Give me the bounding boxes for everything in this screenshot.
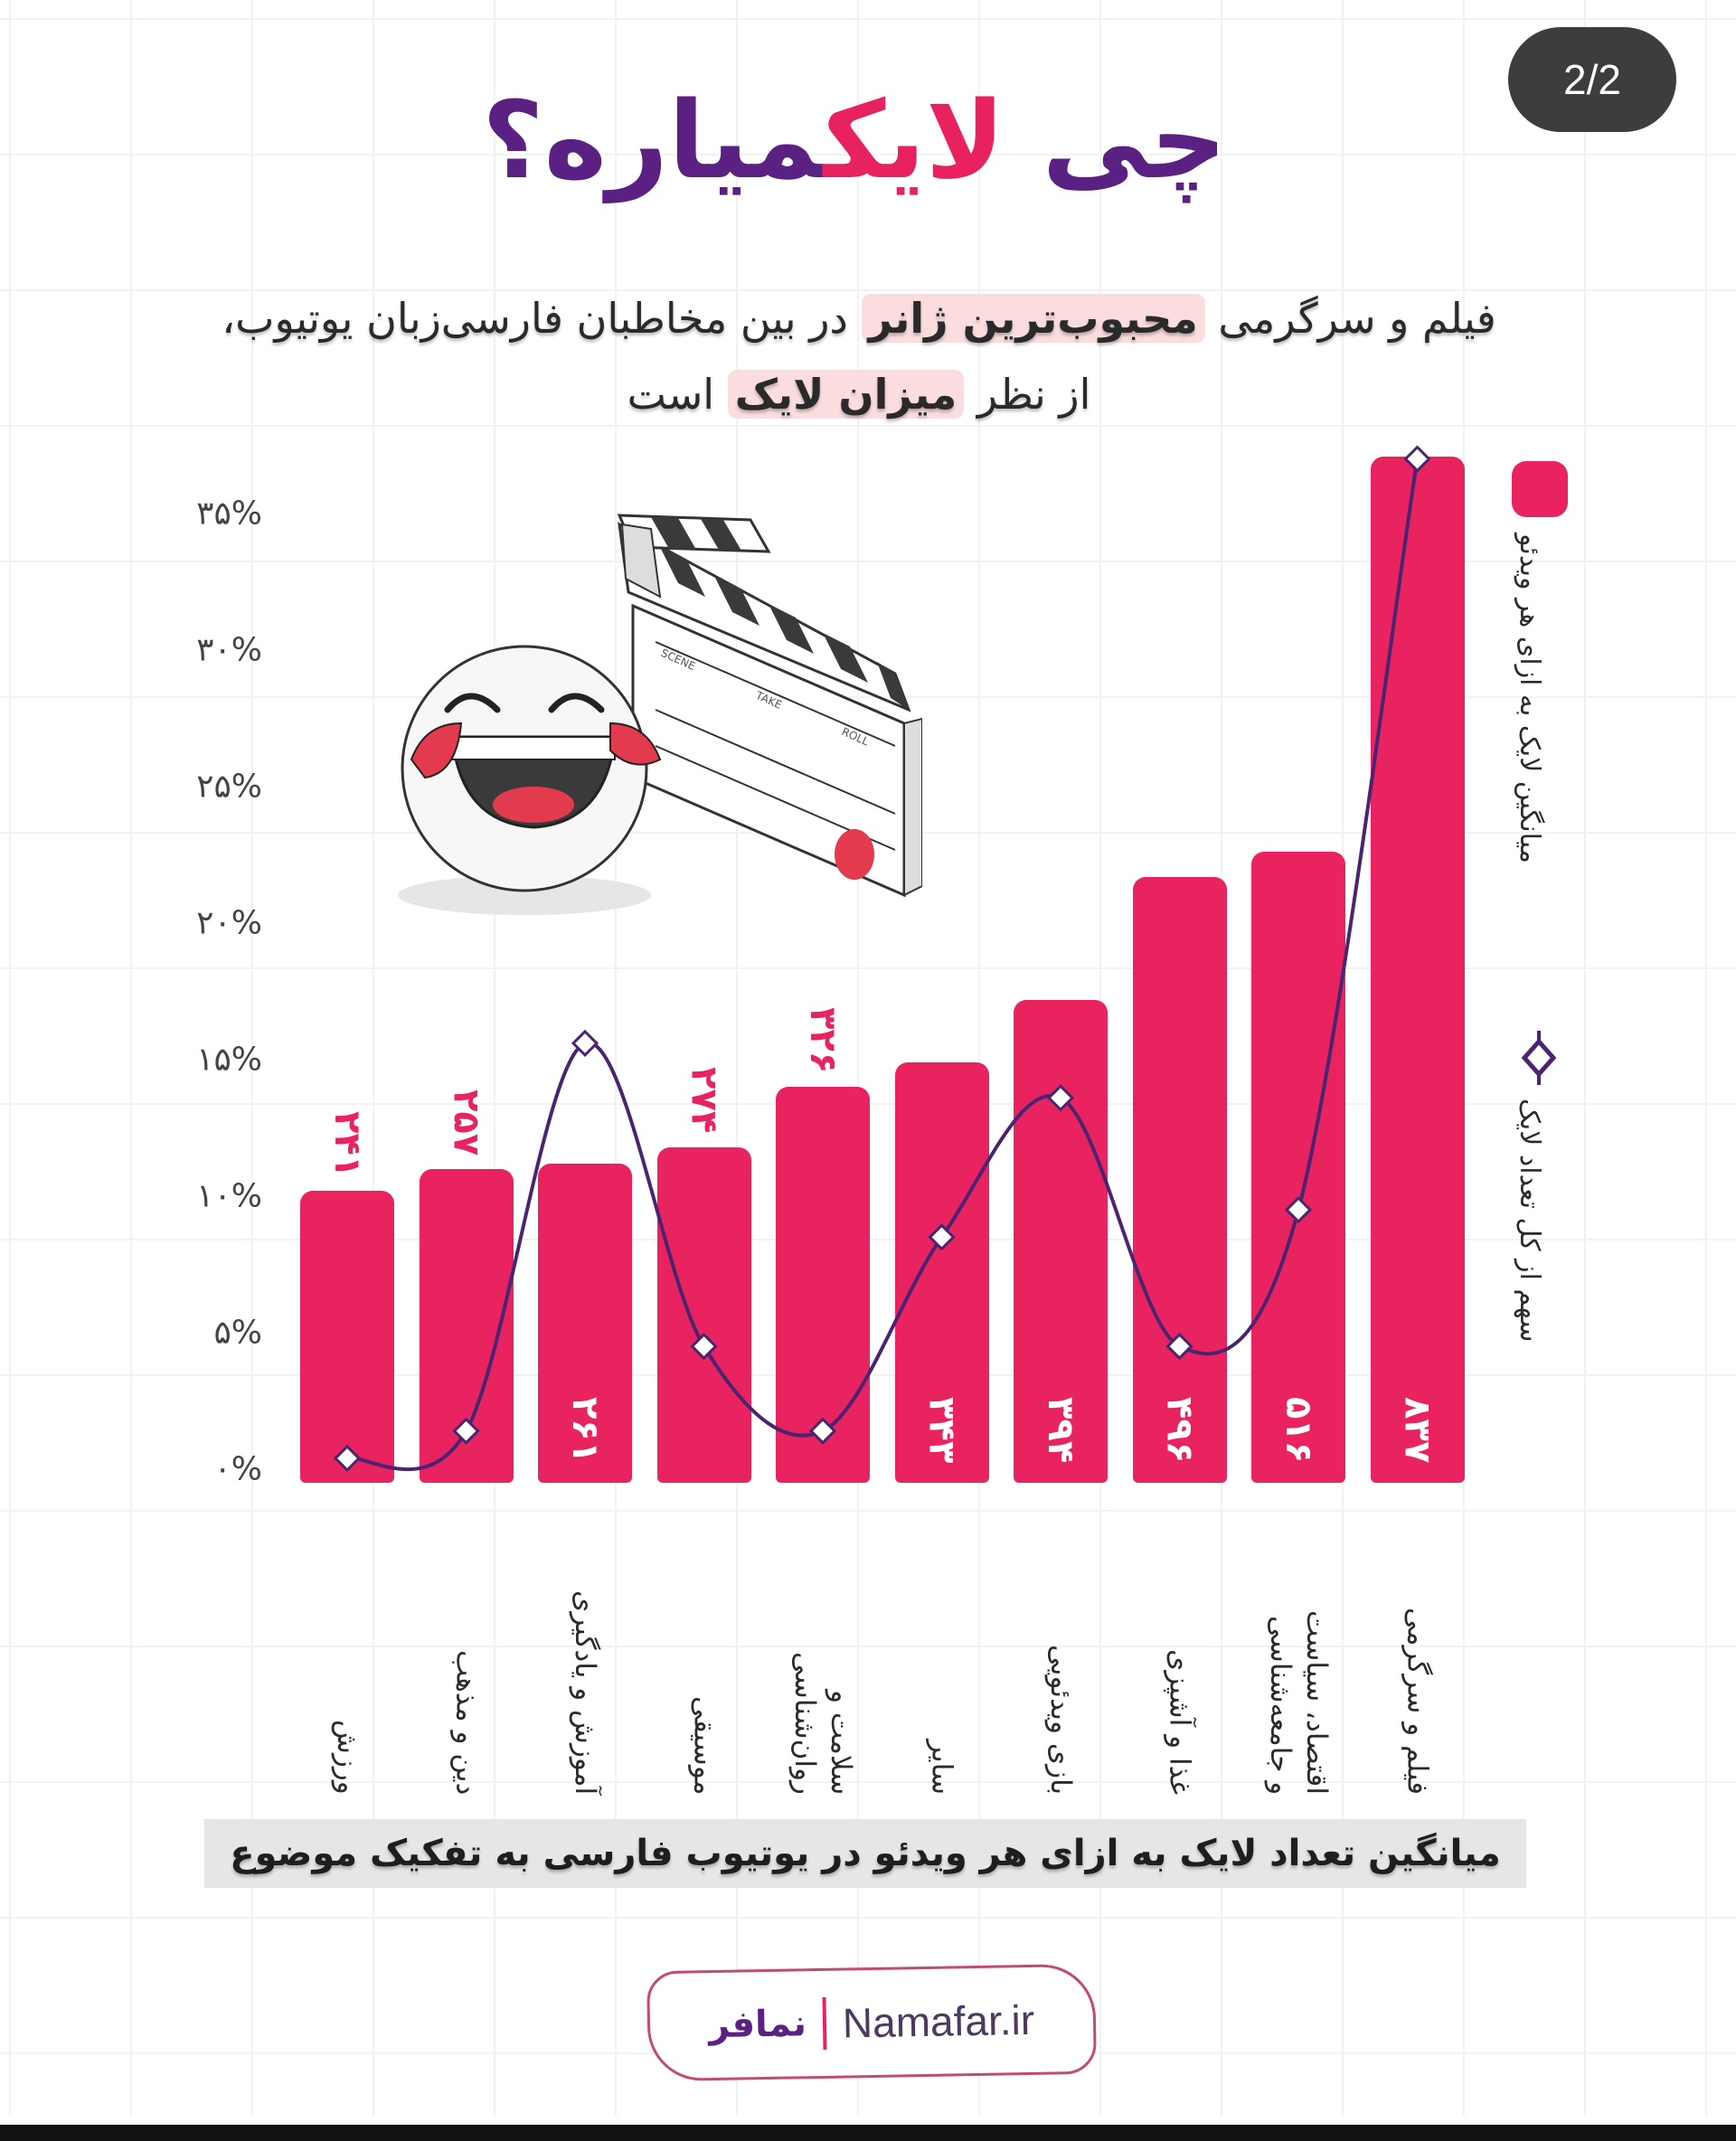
diamond-marker-icon (1046, 1084, 1075, 1112)
bar-value-label: ۲۵۷ (445, 1089, 487, 1155)
x-axis-category-label: غذا و آشپزی (1163, 1648, 1196, 1795)
title-part1: چی (1042, 78, 1227, 203)
diamond-marker-icon (1284, 1195, 1313, 1224)
x-axis-category-label: سایر (925, 1739, 958, 1795)
x-axis-category-label: ورزش (331, 1720, 363, 1795)
subtitle: فیلم و سرگرمی محبوب‌ترین ژانر در بین مخا… (118, 280, 1600, 432)
x-axis-category-label: دین و مذهب (449, 1649, 483, 1795)
brand-footer[interactable]: نمافر Namafar.ir (646, 1963, 1098, 2082)
subtitle-text: است (627, 370, 715, 419)
diamond-marker-icon (808, 1417, 837, 1445)
diamond-marker-icon (452, 1417, 480, 1445)
bar-value-label: ۸۳۷ (1396, 1396, 1439, 1463)
bar-value-label: ۴۹۶ (1158, 1396, 1201, 1463)
laughing-emoji-icon (401, 645, 662, 892)
x-axis-category-label: سلامت و روان‌شناسی (788, 1652, 857, 1795)
title-accent: لایک (823, 78, 1005, 203)
subtitle-text: از نظر (976, 370, 1091, 419)
chart-bar: ۴۹۶ (1132, 876, 1227, 1483)
bar-value-label: ۳۹۴ (1040, 1396, 1081, 1463)
x-axis-category-label: آموزش و یادگیری (569, 1589, 601, 1795)
chart-bar: ۲۶۱ (538, 1163, 632, 1483)
chart-bar: ۲۷۴ (656, 1067, 751, 1483)
subtitle-line2: از نظر میزان لایک است (118, 356, 1600, 432)
bar-value-label: ۳۴۳ (920, 1396, 963, 1463)
subtitle-text: فیلم و سرگرمی (1218, 294, 1496, 343)
x-axis-category-label: بازی ویدئویی (1044, 1644, 1077, 1795)
y-tick: ۳۵% (196, 495, 262, 533)
chart-bar: ۵۱۶ (1251, 852, 1345, 1483)
brand-logo: نمافر (708, 2003, 807, 2047)
page-indicator-badge: 2/2 (1508, 27, 1676, 132)
legend-line-label: سهم از کل تعداد لایک (1514, 1099, 1545, 1343)
share-line-series (333, 445, 1431, 1473)
bar-line-chart: ۲۴۱ ۲۵۷ ۲۶۱ ۲۷۴ ۳۲۶ ۳۴۳ ۳۹۴ ۴۹۶ ۵۱۶ ۸۳۷ (289, 434, 1483, 1483)
diamond-marker-icon (1403, 445, 1431, 473)
bar-value-label: ۲۷۴ (683, 1067, 725, 1134)
diamond-marker-icon (333, 1444, 362, 1473)
y-tick: ۳۰% (196, 631, 262, 669)
chart-bar: ۳۲۶ (776, 1007, 870, 1483)
x-axis-category-label: موسیقی (687, 1695, 721, 1795)
diamond-marker-icon (928, 1223, 956, 1251)
chart-bar: ۳۴۳ (894, 1062, 989, 1483)
diamond-marker-icon (1165, 1332, 1194, 1361)
bar-value-label: ۲۴۱ (326, 1110, 368, 1177)
chart-caption: میانگین تعداد لایک به ازای هر ویدئو در ی… (204, 1819, 1526, 1888)
x-axis-category-label: اقتصاد، سیاست و جامعه‌شناسی (1264, 1610, 1333, 1795)
clapperboard-icon: SCENE TAKE ROLL (617, 514, 922, 898)
bar-value-label: ۳۲۶ (802, 1006, 844, 1074)
subtitle-highlight: محبوب‌ترین ژانر (861, 294, 1205, 343)
diamond-marker-icon (690, 1332, 718, 1361)
legend-bar-swatch (1512, 461, 1568, 517)
brand-url: Namafar.ir (842, 1995, 1035, 2047)
y-tick: ۵% (213, 1314, 262, 1352)
bar-value-label: ۵۱۶ (1278, 1396, 1319, 1463)
subtitle-highlight: میزان لایک (727, 370, 965, 419)
y-tick: ۱۰% (196, 1177, 262, 1215)
chart-bar: ۳۹۴ (1014, 999, 1108, 1483)
chart-bar: ۸۳۷ (1370, 456, 1465, 1483)
subtitle-line1: فیلم و سرگرمی محبوب‌ترین ژانر در بین مخا… (118, 280, 1600, 356)
chart-bar: ۲۴۱ (300, 1111, 394, 1483)
title-part2: میاره؟ (482, 78, 824, 203)
legend-diamond-marker-icon (1521, 1031, 1557, 1085)
x-axis-category-label: فیلم و سرگرمی (1401, 1607, 1434, 1795)
y-tick: ۲۵% (196, 768, 262, 806)
y-tick: ۰% (213, 1450, 262, 1488)
page-title: چی لایکمیاره؟ (344, 63, 1365, 217)
y-tick: ۲۰% (196, 904, 262, 942)
bottom-strip (0, 2125, 1736, 2141)
y-tick: ۱۵% (196, 1041, 262, 1079)
legend-bars-label: میانگین لایک به ازای هر ویدئو (1514, 533, 1545, 863)
chart-legend: میانگین لایک به ازای هر ویدئو سهم از کل … (1508, 461, 1571, 1447)
subtitle-text: در بین مخاطبان فارسی‌زبان یوتیوب، (222, 294, 848, 343)
emoji-clapperboard-illustration: SCENE TAKE ROLL (398, 514, 922, 915)
diamond-marker-icon (571, 1029, 599, 1058)
logo-divider (822, 1996, 827, 2050)
bar-value-label: ۲۶۱ (564, 1396, 606, 1463)
